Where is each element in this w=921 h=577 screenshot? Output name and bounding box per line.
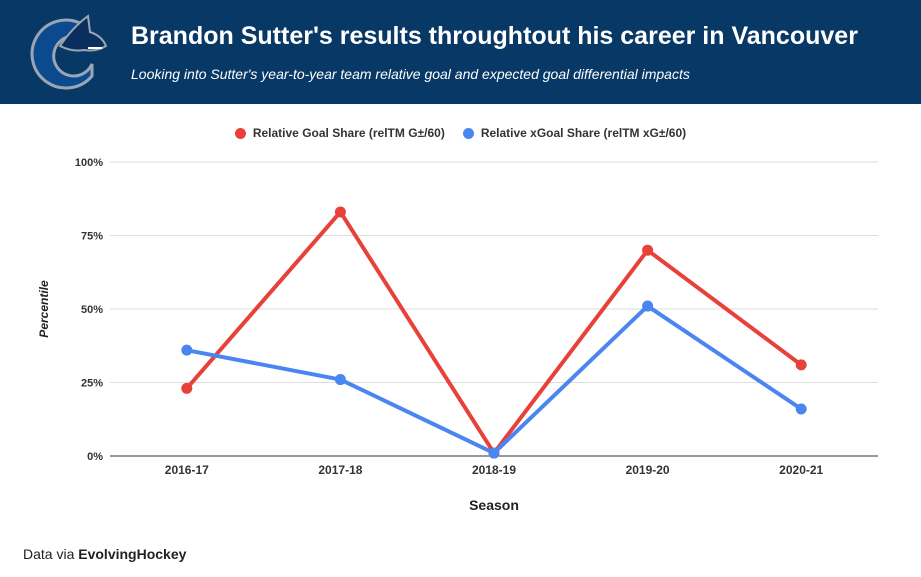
legend: Relative Goal Share (relTM G±/60) Relati… [0, 126, 921, 140]
series-line-goal-share [185, 209, 803, 456]
x-tick-label: 2018-19 [472, 463, 516, 477]
x-axis-title: Season [469, 497, 519, 513]
source-credit: Data via EvolvingHockey [23, 546, 186, 562]
source-name: EvolvingHockey [78, 546, 187, 562]
header-banner: Brandon Sutter's results throughtout his… [0, 0, 921, 104]
data-point-xgoal-share [334, 374, 346, 386]
y-tick-label: 100% [75, 157, 103, 169]
canucks-logo-icon [30, 14, 108, 90]
legend-marker-blue [462, 127, 474, 139]
x-tick-label: 2020-21 [779, 463, 823, 477]
data-point-goal-share [795, 359, 807, 371]
data-point-goal-share [334, 206, 346, 218]
data-point-xgoal-share [488, 447, 500, 459]
y-tick-label: 0% [87, 451, 103, 463]
x-tick-label: 2016-17 [165, 463, 209, 477]
data-point-goal-share [181, 382, 193, 394]
series-line-xgoal-share [186, 304, 803, 456]
y-tick-label: 25% [81, 378, 103, 390]
source-prefix: Data via [23, 546, 75, 562]
legend-item-xgoal-share[interactable]: Relative xGoal Share (relTM xG±/60) [462, 126, 687, 140]
y-tick-label: 75% [81, 231, 103, 243]
legend-item-goal-share[interactable]: Relative Goal Share (relTM G±/60) [234, 126, 445, 140]
legend-label: Relative xGoal Share (relTM xG±/60) [480, 126, 687, 140]
chart-subtitle: Looking into Sutter's year-to-year team … [131, 66, 690, 82]
data-point-xgoal-share [642, 300, 654, 312]
legend-label: Relative Goal Share (relTM G±/60) [252, 126, 445, 140]
data-point-xgoal-share [795, 403, 807, 415]
legend-marker-red [234, 127, 246, 139]
y-axis-title: Percentile [37, 280, 51, 338]
x-tick-label: 2017-18 [318, 463, 362, 477]
data-point-xgoal-share [181, 344, 193, 356]
y-tick-label: 50% [81, 304, 103, 316]
x-tick-label: 2019-20 [626, 463, 670, 477]
chart-title: Brandon Sutter's results throughtout his… [131, 22, 858, 50]
data-point-goal-share [642, 244, 654, 256]
